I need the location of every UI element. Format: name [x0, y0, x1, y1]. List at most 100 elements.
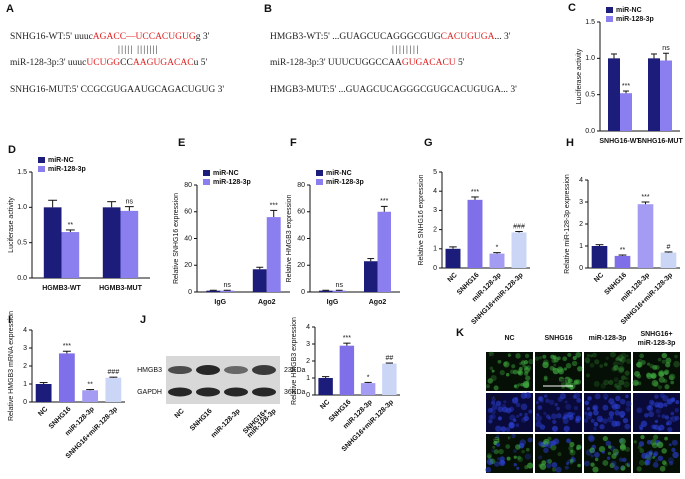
cell: [607, 451, 612, 456]
cell: [528, 409, 533, 414]
cell: [665, 362, 671, 368]
cell: [527, 437, 533, 443]
cell: [613, 364, 619, 371]
cell: [497, 406, 504, 413]
cell: [625, 462, 629, 467]
y-axis-label: Relative miR-128-3p expression: [564, 174, 571, 274]
significance: ns: [224, 282, 232, 289]
bar: [252, 269, 267, 292]
lane-label: NC: [174, 408, 186, 420]
cell: [614, 382, 621, 389]
cell: [520, 403, 528, 411]
cell: [507, 353, 512, 357]
y-tick-label: 0.5: [585, 92, 595, 99]
cell: [667, 426, 673, 433]
sequence-segment: ...GUAGCUCAGGGCGUGCACUGUGA...: [336, 85, 508, 95]
cell: [654, 419, 659, 424]
y-tick-label: 0: [188, 289, 192, 296]
significance: ***: [641, 194, 649, 201]
cell: [639, 353, 645, 359]
cell: [556, 356, 561, 361]
panel-label: A: [6, 3, 14, 15]
cell: [567, 352, 572, 357]
cell: [668, 443, 672, 447]
bar: [660, 252, 677, 268]
cell: [503, 361, 508, 367]
y-axis-label: Relative HMGB3 expression: [291, 317, 298, 405]
blot-band: [224, 387, 248, 397]
cell: [599, 364, 604, 368]
cell: [632, 379, 639, 387]
cell: [657, 402, 664, 409]
cell: [508, 421, 515, 429]
cell: [615, 357, 619, 362]
bar: [360, 383, 376, 395]
cell: [542, 359, 549, 366]
cell: [543, 411, 547, 416]
y-tick-label: 2: [579, 221, 583, 228]
sequence-segment: CCGCGUGAAUGCAGACUGUG: [78, 85, 215, 95]
cell: [654, 365, 660, 370]
cell: [673, 360, 680, 368]
sequence-segment: miR-128-3p:3': [10, 58, 66, 68]
cell: [590, 448, 596, 454]
cell: [576, 397, 582, 403]
cell: [562, 356, 568, 362]
bar: [332, 290, 346, 292]
y-tick-label: 5: [433, 169, 437, 176]
cell: [614, 410, 620, 416]
x-tick-label: NC: [593, 272, 605, 284]
cell: [515, 353, 521, 359]
bar: [591, 246, 608, 268]
cell: [613, 383, 618, 388]
cell: [623, 381, 630, 388]
sequence-segment: HMGB3-MUT:5': [270, 85, 336, 95]
cell: [626, 462, 631, 466]
cell: [539, 399, 544, 403]
blot-band: [224, 366, 248, 374]
cell: [653, 424, 659, 430]
cell: [487, 407, 493, 414]
cell: [603, 362, 608, 367]
significance: ***: [380, 198, 388, 205]
cell: [618, 379, 625, 386]
y-tick-label: 4: [306, 324, 310, 331]
significance: ##: [385, 355, 393, 362]
cell: [668, 460, 674, 466]
protein-label: GAPDH: [137, 389, 162, 396]
cell: [491, 396, 497, 402]
y-tick-label: 0.5: [17, 240, 27, 247]
cell: [554, 402, 558, 407]
cell: [511, 433, 516, 439]
bar: [35, 384, 52, 402]
cell: [602, 435, 608, 442]
cell: [644, 460, 649, 465]
cell: [569, 458, 574, 463]
cell: [587, 396, 592, 401]
cell: [505, 427, 511, 432]
cell: [661, 352, 668, 359]
bar: [489, 253, 505, 268]
lane-label: miR-128-3p: [210, 408, 242, 440]
panel-label: K: [456, 327, 464, 339]
blot-band: [168, 366, 192, 374]
significance: **: [620, 247, 626, 254]
x-tick-label: IgG: [214, 299, 226, 306]
legend-swatch: [38, 157, 45, 163]
cell: [524, 453, 531, 460]
cell: [666, 399, 672, 405]
blot-band: [196, 387, 220, 397]
y-tick-label: 3: [579, 199, 583, 206]
cell: [538, 455, 543, 460]
cell: [646, 439, 652, 445]
cell: [575, 352, 582, 358]
cell: [547, 444, 552, 449]
cell: [545, 398, 550, 403]
cell: [674, 354, 678, 359]
bar: [319, 290, 333, 292]
cell: [590, 418, 595, 423]
sequence-line: miR-128-3p:3' UUUCUGGCCAAGUGACACU 5': [270, 58, 465, 68]
cell: [565, 403, 572, 410]
cell: [513, 449, 517, 453]
cell: [551, 358, 557, 364]
